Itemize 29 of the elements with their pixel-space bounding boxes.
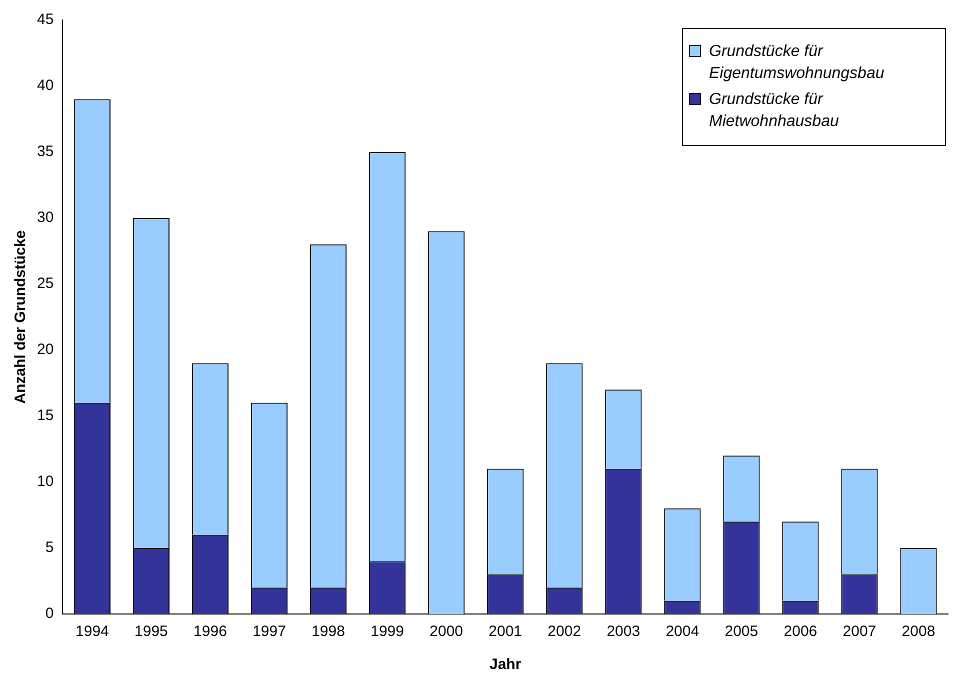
x-tick-label: 2003 — [606, 623, 640, 640]
x-tick-label: 1995 — [134, 623, 168, 640]
x-tick-label: 2001 — [488, 623, 522, 640]
x-tick-label: 1994 — [76, 623, 109, 640]
x-tick-label: 1998 — [312, 623, 345, 640]
y-tick-label: 40 — [36, 77, 54, 94]
y-tick-label: 15 — [36, 407, 54, 424]
y-tick-label: 10 — [36, 473, 54, 490]
y-tick-label: 0 — [45, 605, 54, 622]
y-tick-label: 30 — [36, 209, 54, 226]
y-tick-label: 20 — [36, 341, 54, 358]
x-axis-title: Jahr — [490, 656, 522, 674]
x-tick-label: 2007 — [842, 623, 876, 640]
legend-label: Grundstücke für Mietwohnhausbau — [709, 90, 840, 132]
x-tick-label: 2002 — [548, 623, 582, 640]
y-axis-title: Anzahl der Grundstücke — [12, 230, 30, 404]
x-tick-label: 1999 — [370, 623, 404, 640]
x-tick-label: 2005 — [724, 623, 758, 640]
y-tick-label: 25 — [36, 275, 54, 292]
x-tick-label: 2000 — [430, 623, 464, 640]
y-tick-label: 45 — [36, 11, 54, 28]
legend-label: Grundstücke für Eigentumswohnungsbau — [709, 42, 886, 84]
x-tick-label: 2006 — [784, 623, 818, 640]
x-tick-label: 1997 — [252, 623, 286, 640]
x-tick-label: 2008 — [902, 623, 936, 640]
y-tick-label: 35 — [36, 143, 54, 160]
y-tick-label: 5 — [45, 539, 54, 556]
x-tick-label: 1996 — [194, 623, 227, 640]
x-tick-label: 2004 — [666, 623, 700, 640]
